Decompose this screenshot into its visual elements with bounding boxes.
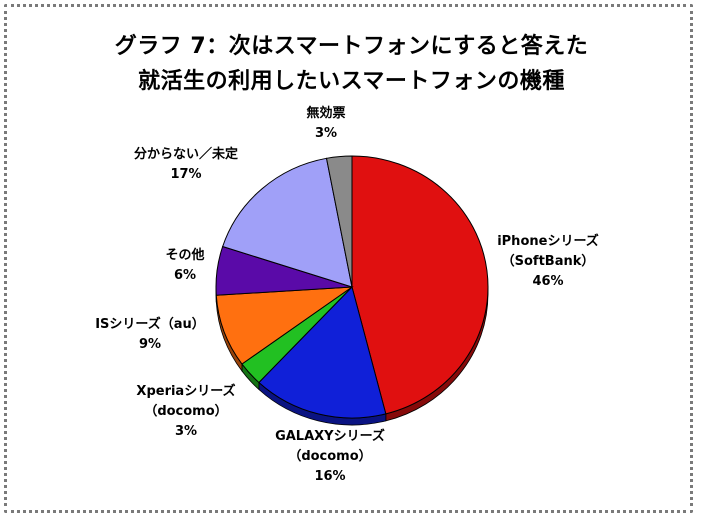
chart-title-line-1: グラフ 7：次はスマートフォンにすると答えた xyxy=(114,34,589,59)
slice-percent: 9% xyxy=(139,337,161,352)
slice-percent: 46% xyxy=(532,274,563,289)
pie-side xyxy=(215,286,489,426)
chart-frame xyxy=(4,4,693,513)
slice-label-6: 無効票 3% xyxy=(306,105,345,141)
slice-name: iPhoneシリーズ xyxy=(497,233,599,249)
pie-slice-5 xyxy=(222,157,353,288)
slice-percent: 17% xyxy=(170,167,201,182)
pie-slice-6 xyxy=(325,155,353,288)
slice-percent: 3% xyxy=(315,126,337,141)
slice-percent: 3% xyxy=(175,424,197,439)
slice-label-2: Xperiaシリーズ （docomo） 3% xyxy=(136,383,235,439)
slice-name: （docomo） xyxy=(144,403,227,419)
slice-name: Xperiaシリーズ xyxy=(136,383,235,399)
slice-name: その他 xyxy=(165,247,204,263)
slice-label-4: その他 6% xyxy=(165,247,204,283)
chart-title-line-2: 就活生の利用したいスマートフォンの機種 xyxy=(138,69,565,94)
slice-percent: 16% xyxy=(314,469,345,484)
pie-slice-1 xyxy=(258,286,387,419)
slice-label-3: ISシリーズ（au） 9% xyxy=(95,316,205,352)
pie-slice-0 xyxy=(351,155,489,415)
slice-name: （SoftBank） xyxy=(502,253,595,269)
slice-name: 分からない／未定 xyxy=(134,146,238,162)
slice-label-1: GALAXYシリーズ （docomo） 16% xyxy=(275,428,385,484)
slice-name: GALAXYシリーズ xyxy=(275,428,385,444)
slice-label-0: iPhoneシリーズ （SoftBank） 46% xyxy=(497,233,599,289)
slice-label-5: 分からない／未定 17% xyxy=(134,146,238,182)
slice-name: （docomo） xyxy=(288,448,371,464)
slice-name: 無効票 xyxy=(306,105,345,121)
slice-percent: 6% xyxy=(174,268,196,283)
slice-name: ISシリーズ（au） xyxy=(95,316,205,332)
